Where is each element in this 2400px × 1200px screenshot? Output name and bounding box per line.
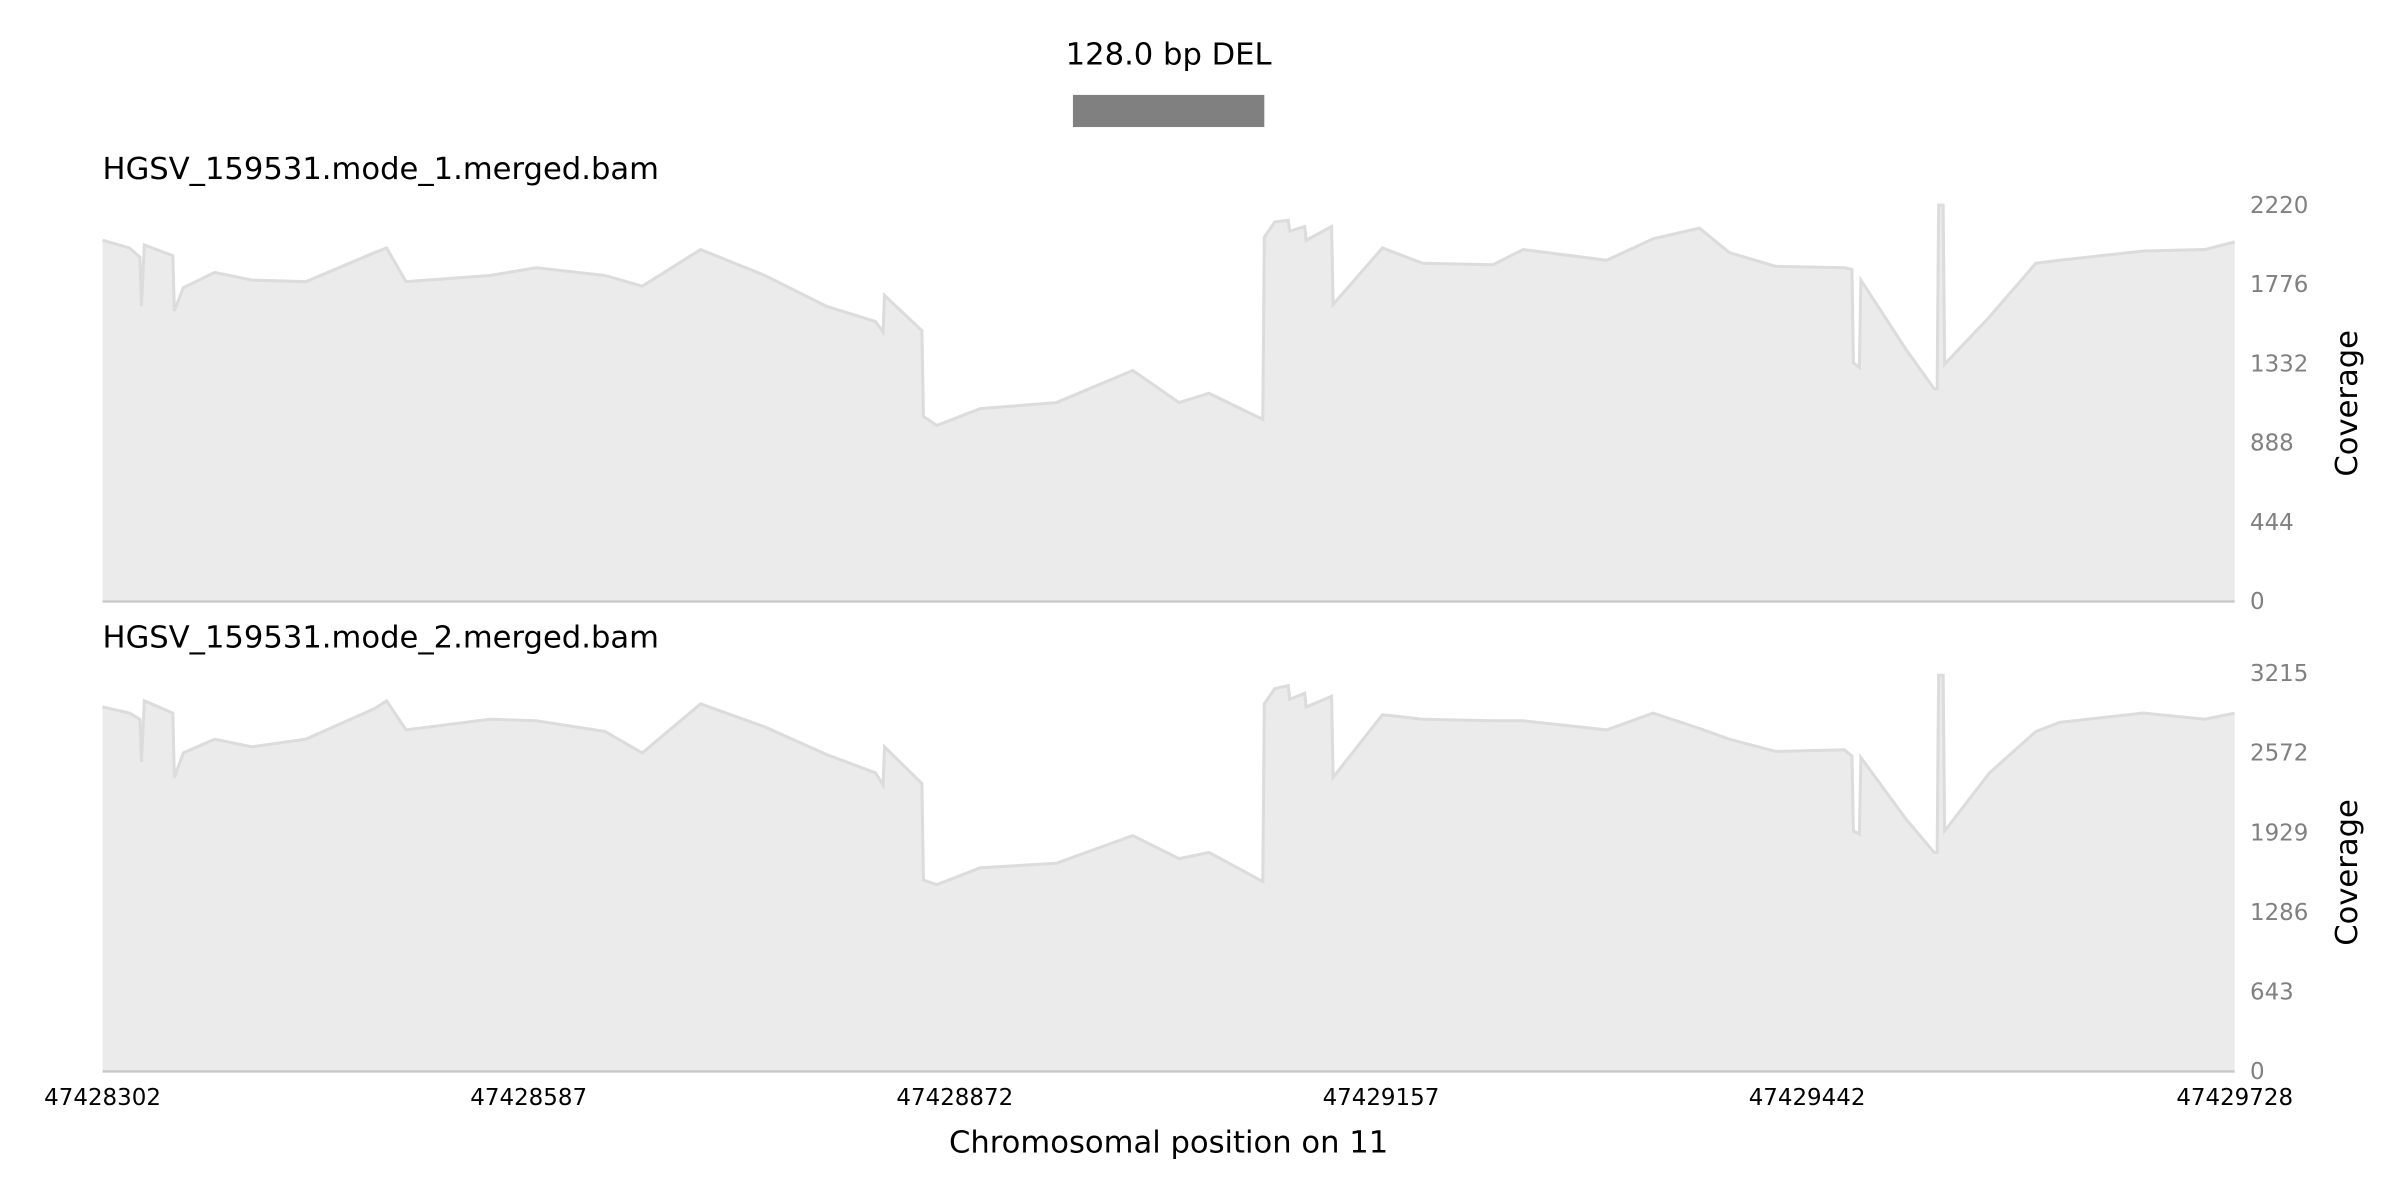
x-axis-label: Chromosomal position on 11 [949,1126,1388,1161]
y-tick-label: 2572 [2250,741,2308,767]
panel-title: HGSV_159531.mode_1.merged.bam [103,152,659,187]
coverage-line [102,203,2236,428]
y-tick-label: 3215 [2250,661,2308,687]
coverage-line [102,673,2236,887]
y-tick-label: 1929 [2250,820,2308,846]
y-axis-label: Coverage [2330,330,2365,477]
y-tick-label: 0 [2250,1059,2265,1085]
y-tick-label: 1286 [2250,900,2308,926]
y-tick-label: 2220 [2250,193,2308,219]
panel-title: HGSV_159531.mode_2.merged.bam [103,620,659,655]
x-tick-label: 47428302 [44,1085,161,1111]
y-tick-label: 0 [2250,589,2265,615]
sv-interval [1072,94,1265,128]
coverage-fill [102,675,2235,1072]
y-axis-label: Coverage [2330,799,2365,946]
y-tick-label: 888 [2250,431,2294,457]
x-tick-label: 47428872 [896,1085,1013,1111]
y-tick-label: 1776 [2250,272,2308,298]
sv-title: 128.0 bp DEL [1066,37,1272,72]
x-tick-label: 47429728 [2176,1085,2293,1111]
y-tick-label: 643 [2250,979,2294,1005]
y-tick-label: 1332 [2250,351,2308,377]
x-tick-label: 47428587 [470,1085,587,1111]
y-tick-label: 444 [2250,510,2294,536]
x-tick-label: 47429442 [1749,1085,1866,1111]
x-tick-label: 47429157 [1323,1085,1440,1111]
coverage-fill [102,205,2235,602]
